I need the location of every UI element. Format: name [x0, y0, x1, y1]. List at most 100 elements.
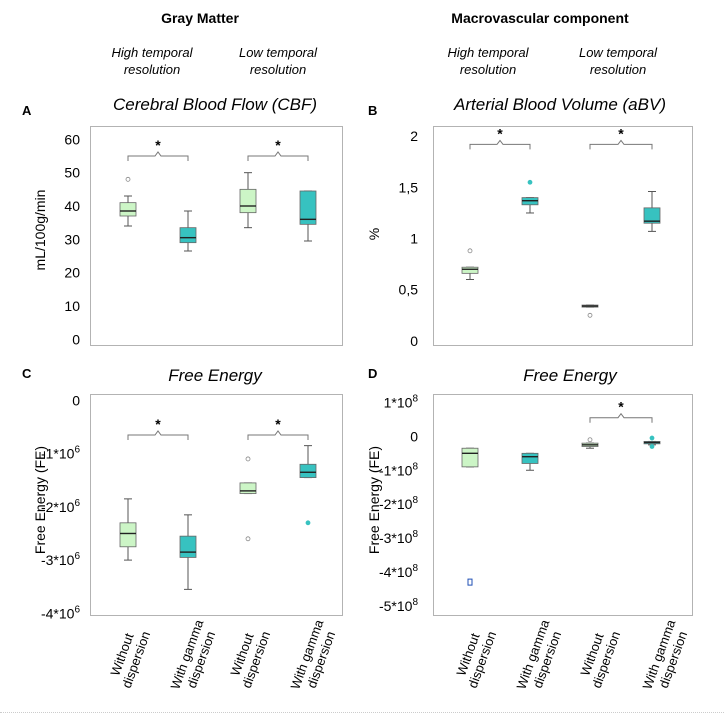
y-tick-exponent: 8	[412, 495, 418, 506]
y-tick-exponent: 8	[412, 529, 418, 540]
subtitle-low-temporal-macro: Low temporal resolution	[558, 44, 678, 78]
box-iqr	[643, 207, 661, 224]
outlier-point	[245, 456, 251, 462]
y-tick-label: 0	[410, 428, 418, 444]
y-tick-label: 20	[64, 265, 80, 281]
chart-title-c: Free Energy	[168, 366, 262, 385]
subtitle-line: High temporal	[447, 45, 529, 60]
panel-letter-a: A	[22, 103, 32, 118]
chart-title-b: Arterial Blood Volume (aBV)	[454, 95, 666, 114]
box-iqr	[179, 227, 197, 244]
y-tick-label: 10	[64, 298, 80, 314]
chart-title-a: Cerebral Blood Flow (CBF)	[112, 95, 318, 114]
outlier-point	[245, 536, 251, 542]
subtitle-line: resolution	[123, 62, 181, 77]
plot-frame-d	[433, 394, 693, 616]
outlier-point	[649, 435, 655, 441]
box-iqr	[239, 482, 257, 494]
y-tick-label: -2*106	[41, 498, 80, 515]
y-tick-label: 0	[72, 331, 80, 347]
significance-bracket	[589, 139, 653, 150]
y-tick-label: 0	[72, 392, 80, 408]
box-iqr	[119, 202, 137, 217]
plot-frame-c	[90, 394, 343, 616]
box-iqr	[299, 463, 317, 478]
subtitle-line: Low temporal	[578, 45, 658, 60]
subtitle-line: High temporal	[111, 45, 193, 60]
outlier-point	[527, 179, 533, 185]
significance-bracket	[247, 151, 309, 161]
y-tick-label: 50	[64, 165, 80, 181]
y-tick-label: -4*106	[41, 604, 80, 621]
column-title-macrovascular: Macrovascular component	[451, 10, 629, 26]
y-tick-label: -4*108	[379, 563, 418, 580]
subtitle-line: resolution	[589, 62, 647, 77]
subtitle-line: resolution	[249, 62, 307, 77]
significance-bracket	[127, 430, 189, 440]
significance-star: *	[155, 137, 161, 153]
outlier-point	[587, 312, 593, 318]
significance-bracket	[589, 412, 653, 423]
footer-divider	[0, 712, 724, 713]
y-tick-label: 1,5	[399, 179, 419, 195]
outlier-point	[125, 176, 131, 182]
panel-letter-b: B	[368, 103, 378, 118]
y-tick-exponent: 8	[412, 393, 418, 404]
significance-star: *	[275, 416, 281, 432]
y-tick-label: -5*108	[379, 597, 418, 614]
panel-letter-c: C	[22, 366, 32, 381]
subtitle-high-temporal-gray: High temporal resolution	[92, 44, 212, 78]
y-tick-label: -1*106	[41, 445, 80, 462]
y-tick-exponent: 8	[412, 461, 418, 472]
y-tick-label: -2*108	[379, 495, 418, 512]
y-tick-label: 30	[64, 231, 80, 247]
outlier-point	[467, 248, 473, 254]
subtitle-line: resolution	[459, 62, 517, 77]
significance-star: *	[618, 125, 624, 141]
y-tick-exponent: 8	[412, 597, 418, 608]
significance-star: *	[618, 399, 624, 415]
y-tick-label: 2	[410, 128, 418, 144]
significance-bracket	[127, 151, 189, 161]
plot-frame-b	[433, 126, 693, 346]
y-tick-exponent: 8	[412, 563, 418, 574]
significance-bracket	[469, 139, 531, 150]
subtitle-high-temporal-macro: High temporal resolution	[428, 44, 548, 78]
y-tick-exponent: 6	[74, 445, 80, 456]
subtitle-line: Low temporal	[238, 45, 318, 60]
box-iqr	[521, 452, 539, 464]
significance-bracket	[247, 430, 309, 440]
y-tick-exponent: 6	[74, 498, 80, 509]
box-iqr	[299, 190, 317, 225]
subtitle-low-temporal-gray: Low temporal resolution	[218, 44, 338, 78]
y-tick-exponent: 6	[74, 604, 80, 615]
y-tick-label: 60	[64, 131, 80, 147]
significance-star: *	[155, 416, 161, 432]
y-tick-label: 1	[410, 231, 418, 247]
y-tick-label: 0	[410, 333, 418, 349]
outlier-point	[649, 444, 655, 449]
outlier-point	[305, 520, 311, 526]
outlier-point	[587, 437, 593, 443]
chart-title-d: Free Energy	[523, 366, 617, 385]
box-iqr	[461, 447, 479, 468]
box-iqr	[119, 522, 137, 548]
significance-star: *	[275, 137, 281, 153]
y-tick-label: 0,5	[399, 282, 419, 298]
box-iqr	[461, 266, 479, 274]
y-tick-label: -1*108	[379, 461, 418, 478]
significance-star: *	[497, 125, 503, 141]
plot-frame-a	[90, 126, 343, 346]
outlier-marker	[467, 578, 473, 586]
y-tick-label: -3*106	[41, 551, 80, 568]
column-title-gray-matter: Gray Matter	[161, 10, 239, 26]
panel-letter-d: D	[368, 366, 378, 381]
y-tick-label: 40	[64, 198, 80, 214]
y-tick-label: 1*108	[384, 393, 419, 410]
y-tick-label: -3*108	[379, 529, 418, 546]
box-iqr	[239, 188, 257, 214]
